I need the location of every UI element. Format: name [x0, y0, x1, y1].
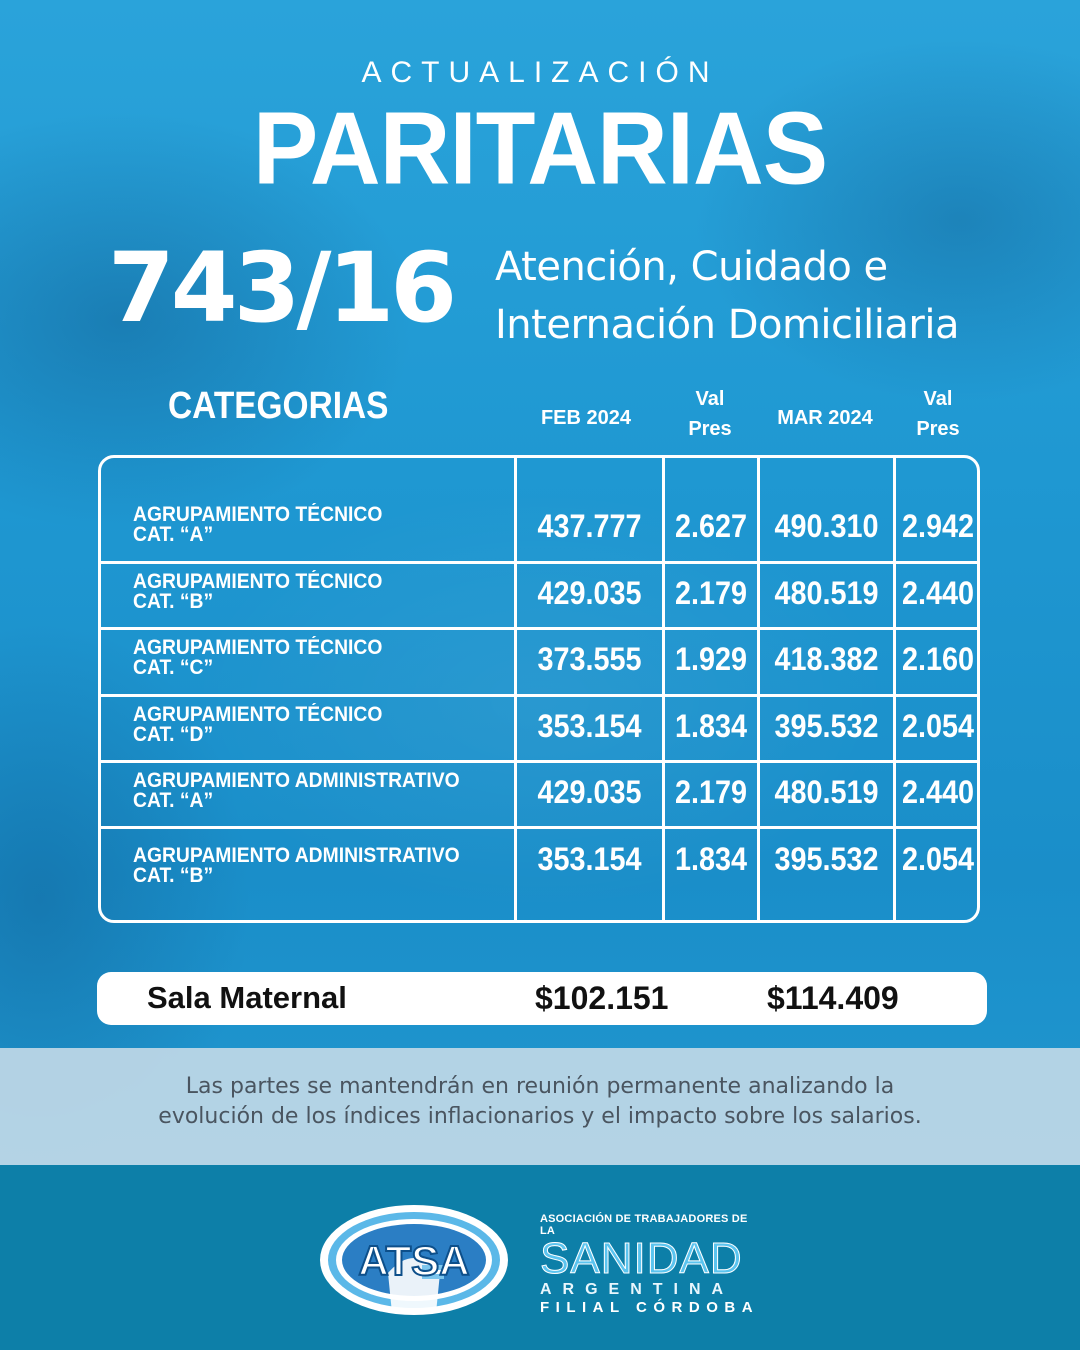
org-line-4: FILIAL CÓRDOBA — [540, 1299, 760, 1316]
cell-mar: 395.532 — [774, 708, 879, 744]
organization-logo: ASOCIACIÓN DE TRABAJADORES DE LA SANIDAD… — [540, 1213, 760, 1316]
row-category: AGRUPAMIENTO TÉCNICO CAT. “D” — [133, 703, 383, 746]
cell-val-pres-2: 2.054 — [901, 708, 975, 744]
row-category-line1: AGRUPAMIENTO ADMINISTRATIVO — [133, 844, 460, 867]
cell-mar: 490.310 — [774, 508, 879, 544]
row-category-line1: AGRUPAMIENTO ADMINISTRATIVO — [133, 769, 460, 792]
note-band — [0, 1048, 1080, 1165]
row-divider — [101, 826, 977, 829]
cell-mar: 480.519 — [774, 575, 879, 611]
row-divider — [101, 694, 977, 697]
column-divider — [893, 458, 896, 920]
cell-feb: 429.035 — [537, 575, 642, 611]
row-divider — [101, 627, 977, 630]
row-category-line2: CAT. “A” — [133, 523, 214, 546]
atsa-logo: ATSA — [320, 1205, 508, 1315]
row-category-line2: CAT. “B” — [133, 864, 214, 887]
cell-mar: 480.519 — [774, 774, 879, 810]
cell-val-pres-2: 2.440 — [901, 774, 975, 810]
agreement-code: 743/16 — [108, 232, 457, 344]
footer — [0, 1165, 1080, 1350]
cell-val-pres-1: 2.627 — [674, 508, 748, 544]
description-line-2: Internación Domiciliaria — [495, 302, 959, 348]
cell-val-pres-2: 2.440 — [901, 575, 975, 611]
column-divider — [662, 458, 665, 920]
row-category: AGRUPAMIENTO ADMINISTRATIVO CAT. “A” — [133, 769, 460, 812]
column-header-val-pres-1: Val Pres — [664, 384, 756, 444]
cell-val-pres-2: 2.160 — [901, 641, 975, 677]
cell-val-pres-1: 2.179 — [674, 774, 748, 810]
salary-table: AGRUPAMIENTO TÉCNICO CAT. “A” 437.777 2.… — [98, 455, 980, 923]
cell-val-pres-2: 2.054 — [901, 841, 975, 877]
row-category-line2: CAT. “A” — [133, 789, 214, 812]
column-header-val-pres-2: Val Pres — [892, 384, 984, 444]
cell-val-pres-1: 1.834 — [674, 708, 748, 744]
row-category: AGRUPAMIENTO TÉCNICO CAT. “B” — [133, 570, 383, 613]
row-category-line1: AGRUPAMIENTO TÉCNICO — [133, 703, 383, 726]
column-header-val-pres-1-line1: Val — [695, 388, 725, 410]
column-header-val-pres-1-line2: Pres — [688, 418, 732, 440]
row-divider — [101, 561, 977, 564]
categories-header: CATEGORIAS — [168, 385, 389, 427]
row-category-line2: CAT. “D” — [133, 723, 214, 746]
cell-feb: 373.555 — [537, 641, 642, 677]
atsa-logo-text: ATSA — [358, 1237, 469, 1284]
column-divider — [757, 458, 760, 920]
cell-feb: 429.035 — [537, 774, 642, 810]
cell-val-pres-1: 2.179 — [674, 575, 748, 611]
org-line-3: ARGENTINA — [540, 1281, 735, 1298]
column-header-val-pres-2-line1: Val — [923, 388, 953, 410]
column-header-feb: FEB 2024 — [540, 407, 632, 429]
row-category-line2: CAT. “C” — [133, 656, 214, 679]
cell-val-pres-1: 1.834 — [674, 841, 748, 877]
footnote-line-1: Las partes se mantendrán en reunión perm… — [185, 1074, 895, 1099]
column-header-val-pres-2-line2: Pres — [916, 418, 960, 440]
background-photo — [0, 0, 1080, 1165]
row-category: AGRUPAMIENTO ADMINISTRATIVO CAT. “B” — [133, 844, 460, 887]
description-line-1: Atención, Cuidado e — [495, 244, 888, 290]
footnote-line-2: evolución de los índices inflacionarios … — [158, 1104, 922, 1129]
row-category: AGRUPAMIENTO TÉCNICO CAT. “C” — [133, 636, 383, 679]
row-category-line1: AGRUPAMIENTO TÉCNICO — [133, 570, 383, 593]
sala-maternal-mar: $114.409 — [767, 980, 899, 1016]
cell-feb: 437.777 — [537, 508, 642, 544]
row-category: AGRUPAMIENTO TÉCNICO CAT. “A” — [133, 503, 383, 546]
sala-maternal-feb: $102.151 — [535, 980, 669, 1016]
cell-feb: 353.154 — [537, 841, 642, 877]
row-divider — [101, 760, 977, 763]
org-line-2: SANIDAD — [540, 1234, 743, 1283]
cell-mar: 418.382 — [774, 641, 879, 677]
column-divider — [514, 458, 517, 920]
subtitle: ACTUALIZACIÓN — [361, 56, 719, 89]
sala-maternal-label: Sala Maternal — [147, 980, 347, 1015]
cell-feb: 353.154 — [537, 708, 642, 744]
row-category-line1: AGRUPAMIENTO TÉCNICO — [133, 636, 383, 659]
sala-maternal-row: Sala Maternal $102.151 $114.409 — [97, 972, 987, 1025]
cell-mar: 395.532 — [774, 841, 879, 877]
column-header-mar: MAR 2024 — [777, 407, 873, 429]
cell-val-pres-2: 2.942 — [901, 508, 975, 544]
cell-val-pres-1: 1.929 — [674, 641, 748, 677]
org-line-1: ASOCIACIÓN DE TRABAJADORES DE LA — [540, 1213, 748, 1237]
footnote: Las partes se mantendrán en reunión perm… — [60, 1072, 1020, 1132]
agreement-description: Atención, Cuidado e Internación Domicili… — [495, 238, 1075, 354]
page-title: PARITARIAS — [252, 90, 828, 206]
row-category-line1: AGRUPAMIENTO TÉCNICO — [133, 503, 383, 526]
row-category-line2: CAT. “B” — [133, 590, 214, 613]
